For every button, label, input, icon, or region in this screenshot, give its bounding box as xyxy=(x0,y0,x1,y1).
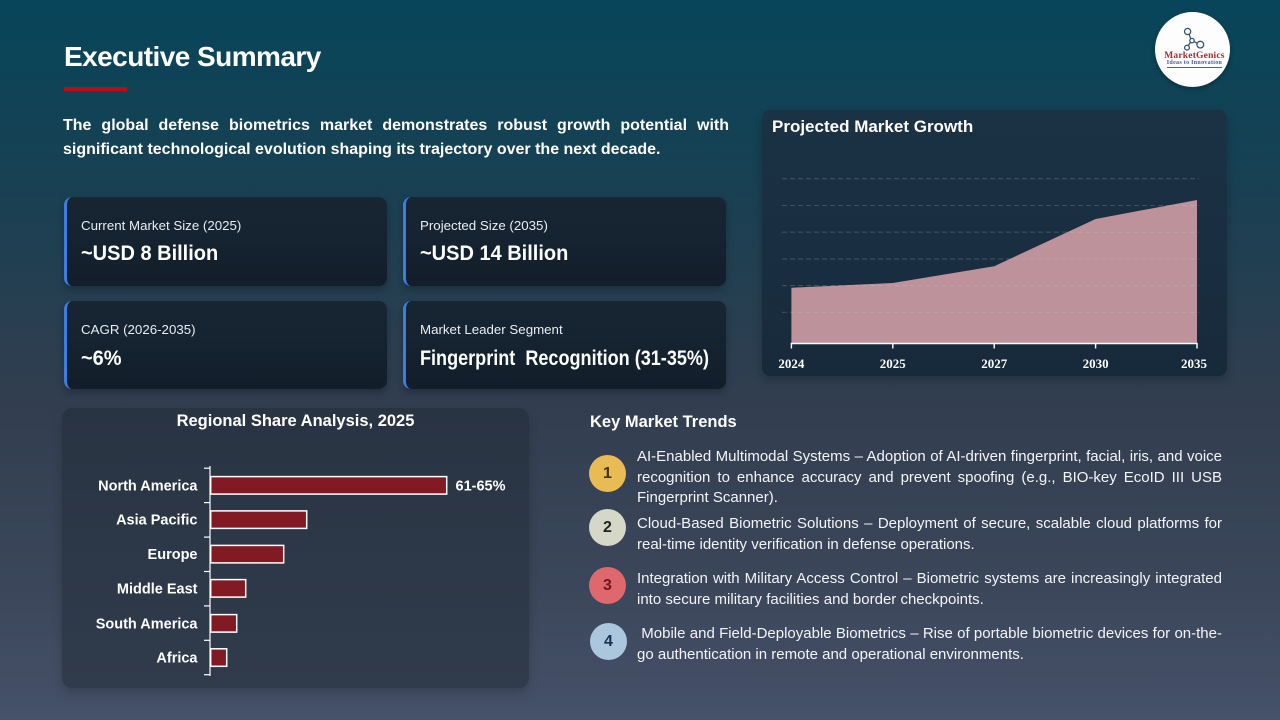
svg-text:Asia Pacific: Asia Pacific xyxy=(116,513,197,529)
svg-text:2035: 2035 xyxy=(1181,356,1208,371)
svg-text:2024: 2024 xyxy=(778,356,805,371)
svg-text:Africa: Africa xyxy=(156,651,198,667)
svg-text:61-65%: 61-65% xyxy=(456,478,506,494)
svg-text:2030: 2030 xyxy=(1083,356,1109,371)
svg-text:Middle East: Middle East xyxy=(117,581,198,597)
svg-text:2027: 2027 xyxy=(981,356,1008,371)
svg-text:North America: North America xyxy=(98,478,198,494)
svg-text:Europe: Europe xyxy=(148,547,198,563)
svg-text:2025: 2025 xyxy=(880,356,907,371)
svg-text:South America: South America xyxy=(96,616,199,632)
